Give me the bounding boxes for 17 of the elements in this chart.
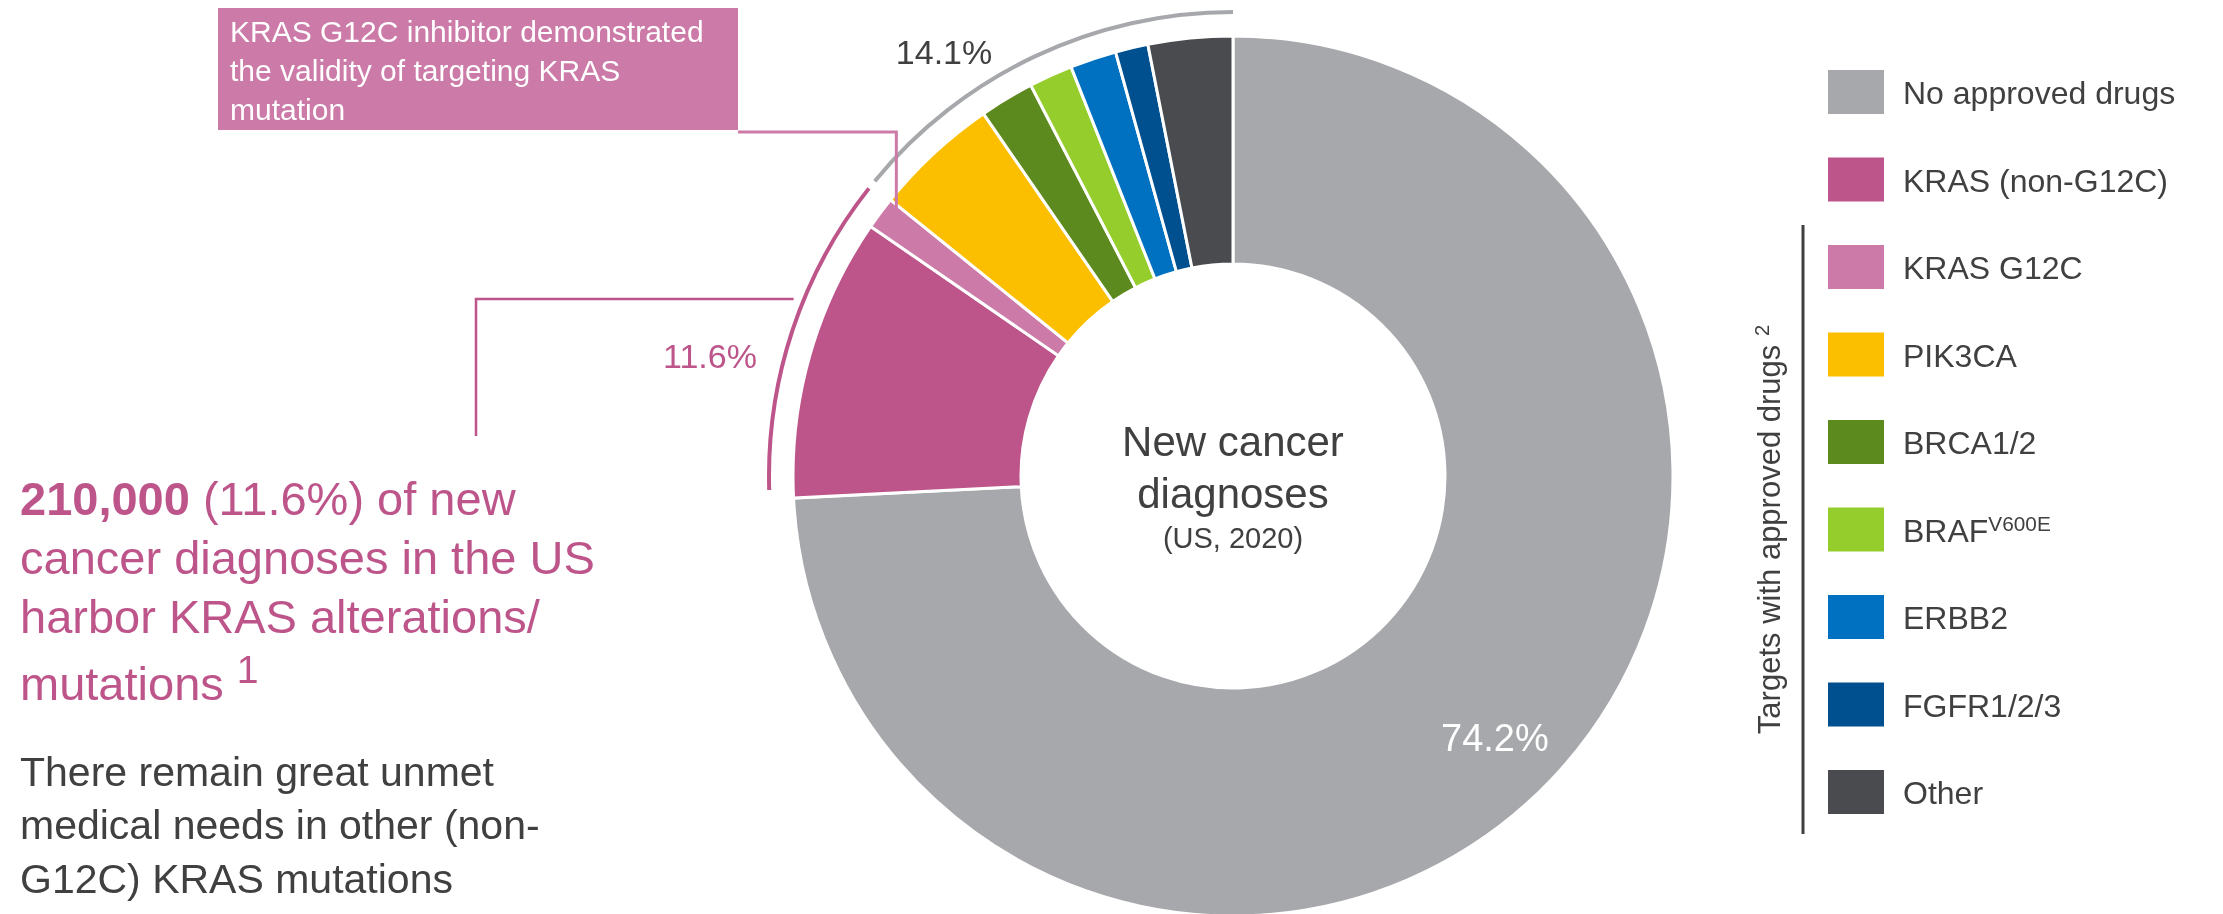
text: 210,000 (11.6%) of new cancer diagnoses in the US harbor KRAS alterations/ mutations $^{1}$ xyxy=(20,472,595,710)
legend-label: KRAS G12C xyxy=(1903,250,2083,286)
text: New cancer diagnoses xyxy=(1122,418,1344,517)
data-label: 74.2% xyxy=(1441,717,1549,760)
legend-label: FGFR1/2/3 xyxy=(1903,687,2062,724)
text: 14.1% xyxy=(895,33,993,71)
text: (US, 2020) xyxy=(1162,522,1304,554)
legend-label: No approved drugs xyxy=(1903,75,2176,111)
text: There remain great unmet medical needs in other (non-G12C) KRAS mutations xyxy=(20,748,541,904)
legend-label: PIK3CA xyxy=(1903,337,2018,374)
donut-slice xyxy=(792,34,1675,914)
legend-label: BRCA1/2 xyxy=(1903,425,2037,461)
legend-label: Other xyxy=(1903,775,1984,811)
text: 11.6% xyxy=(663,337,757,375)
legend-label: ERBB2 xyxy=(1903,600,2008,636)
legend-label: KRAS (non-G12C) xyxy=(1903,162,2168,199)
legend-label: BRAF$^{V600E}$ xyxy=(1903,511,2051,549)
